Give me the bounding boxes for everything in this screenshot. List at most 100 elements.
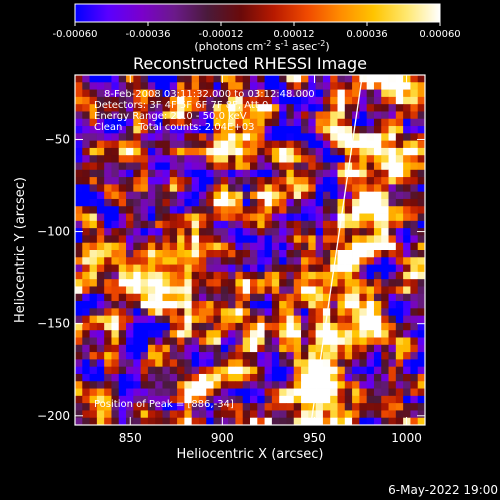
heatmap-cell <box>279 301 287 309</box>
heatmap-cell <box>403 191 411 200</box>
heatmap-cell <box>359 388 368 397</box>
heatmap-cell <box>126 206 134 214</box>
heatmap-cell <box>82 133 90 142</box>
heatmap-cell <box>96 155 105 163</box>
y-axis: −50−100−150−200 <box>37 132 425 423</box>
heatmap-cell <box>140 82 149 90</box>
heatmap-cell <box>140 133 149 142</box>
heatmap-cell <box>242 279 251 287</box>
heatmap-cell <box>322 184 331 193</box>
heatmap-cell <box>403 206 411 214</box>
heatmap-cell <box>147 104 156 112</box>
heatmap-cell <box>104 352 112 360</box>
heatmap-cell <box>89 373 98 382</box>
heatmap-cell <box>359 264 368 273</box>
heatmap-cell <box>373 89 382 98</box>
heatmap-cell <box>250 213 258 222</box>
heatmap-cell <box>104 235 112 244</box>
heatmap-cell <box>82 213 90 222</box>
heatmap-cell <box>111 322 120 331</box>
heatmap-cell <box>242 388 251 397</box>
heatmap-cell <box>271 111 280 120</box>
heatmap-cell <box>133 82 142 90</box>
heatmap-cell <box>403 162 411 171</box>
heatmap-cell <box>344 104 353 112</box>
heatmap-cell <box>279 410 287 419</box>
heatmap-cell <box>344 395 353 404</box>
heatmap-cell <box>381 293 389 302</box>
heatmap-cell <box>257 301 265 309</box>
heatmap-cell <box>308 89 317 98</box>
heatmap-cell <box>271 155 280 163</box>
heatmap-cell <box>395 286 404 295</box>
annotation-time-range: 8-Feb-2008 03:11:32.000 to 03:12:48.000 <box>104 89 315 100</box>
heatmap-cell <box>322 206 331 214</box>
colorbar-tick-label: 0.00036 <box>346 29 387 40</box>
heatmap-cell <box>403 293 411 302</box>
heatmap-cell <box>403 403 411 411</box>
heatmap-cell <box>330 126 338 134</box>
heatmap-cell <box>111 286 120 295</box>
heatmap-cell <box>89 286 98 295</box>
heatmap-cell <box>206 169 214 178</box>
heatmap-cell <box>169 322 178 331</box>
heatmap-cell <box>286 82 295 90</box>
heatmap-cell <box>104 111 112 120</box>
heatmap-cell <box>286 162 295 171</box>
heatmap-cell <box>82 206 90 214</box>
heatmap-cell <box>264 169 273 178</box>
heatmap-cell <box>286 177 295 185</box>
heatmap-cell <box>388 133 397 142</box>
heatmap-cell <box>75 250 83 258</box>
heatmap-cell <box>293 140 302 149</box>
heatmap-cell <box>228 366 236 375</box>
heatmap-cell <box>410 169 419 178</box>
heatmap-cell <box>191 403 200 411</box>
heatmap-cell <box>264 417 273 425</box>
heatmap-cell <box>191 140 200 149</box>
heatmap-cell <box>191 228 200 236</box>
heatmap-cell <box>89 250 98 258</box>
heatmap-cell <box>147 177 156 185</box>
heatmap-cell <box>279 293 287 302</box>
heatmap-cell <box>104 206 112 214</box>
heatmap-cell <box>381 147 389 156</box>
heatmap-cell <box>198 162 207 171</box>
heatmap-cell <box>403 388 411 397</box>
heatmap-cell <box>330 133 338 142</box>
heatmap-cell <box>169 293 178 302</box>
heatmap-cell <box>220 264 229 273</box>
heatmap-cell <box>184 133 193 142</box>
heatmap-cell <box>264 344 273 353</box>
heatmap-cell <box>301 89 309 98</box>
heatmap-cell <box>315 403 324 411</box>
heatmap-cell <box>191 250 200 258</box>
heatmap-cell <box>162 279 171 287</box>
heatmap-cell <box>184 96 193 105</box>
heatmap-cell <box>271 381 280 389</box>
heatmap-cell <box>293 257 302 265</box>
heatmap-cell <box>344 242 353 251</box>
heatmap-cell <box>118 250 127 258</box>
heatmap-cell <box>184 388 193 397</box>
heatmap-cell <box>206 388 214 397</box>
heatmap-cell <box>395 162 404 171</box>
heatmap-cell <box>104 126 112 134</box>
heatmap-cell <box>344 169 353 178</box>
heatmap-cell <box>293 162 302 171</box>
heatmap-cell <box>75 315 83 324</box>
heatmap-cell <box>228 330 236 338</box>
heatmap-cell <box>359 279 368 287</box>
heatmap-cell <box>293 126 302 134</box>
heatmap-cell <box>198 104 207 112</box>
heatmap-cell <box>359 198 368 207</box>
heatmap-cell <box>177 337 185 346</box>
heatmap-cell <box>235 140 244 149</box>
heatmap-cell <box>235 279 244 287</box>
heatmap-cell <box>301 111 309 120</box>
heatmap-cell <box>228 293 236 302</box>
heatmap-cell <box>75 352 83 360</box>
heatmap-cell <box>206 111 214 120</box>
heatmap-cell <box>111 177 120 185</box>
heatmap-cell <box>381 308 389 317</box>
